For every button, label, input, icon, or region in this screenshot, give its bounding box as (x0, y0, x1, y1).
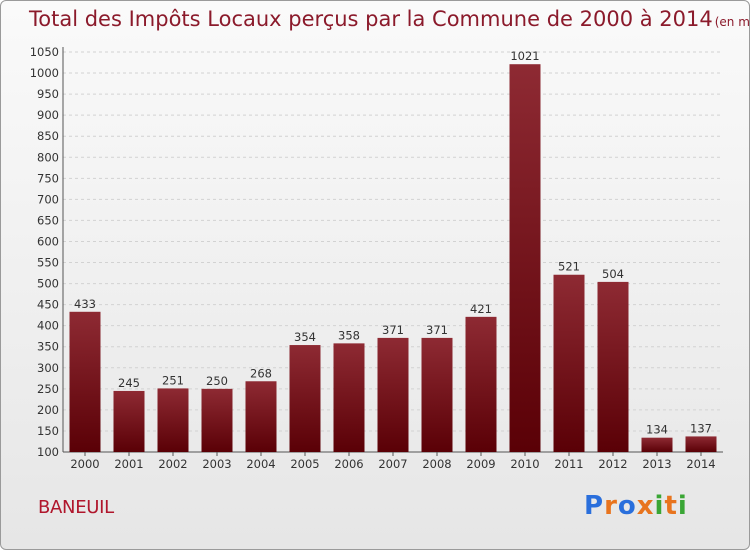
data-label: 433 (74, 297, 96, 311)
bar (69, 311, 101, 452)
y-tick-label: 150 (37, 424, 59, 438)
y-tick-label: 800 (37, 150, 59, 164)
logo-letter: r (604, 491, 618, 521)
chart-subtitle: (en milliers d'€) (714, 15, 750, 29)
y-tick-label: 950 (37, 87, 59, 101)
x-tick-label: 2003 (202, 457, 231, 471)
data-label: 354 (294, 330, 316, 344)
y-tick-label: 650 (37, 213, 59, 227)
data-label: 245 (118, 376, 140, 390)
y-tick-label: 700 (37, 192, 59, 206)
bar (509, 64, 541, 453)
y-tick-label: 1000 (30, 66, 59, 80)
y-tick-label: 550 (37, 256, 59, 270)
bar (113, 390, 145, 452)
data-label: 134 (646, 423, 668, 437)
x-tick-label: 2009 (466, 457, 495, 471)
x-tick-label: 2007 (378, 457, 407, 471)
bar (553, 274, 585, 452)
bar (157, 388, 189, 452)
data-label: 421 (470, 302, 492, 316)
logo-letter: t (664, 491, 678, 521)
bar (421, 337, 453, 452)
data-label: 251 (162, 373, 184, 387)
y-tick-label: 350 (37, 340, 59, 354)
y-tick-label: 400 (37, 319, 59, 333)
bar (333, 343, 365, 452)
y-tick-label: 100 (37, 445, 59, 459)
y-tick-label: 750 (37, 171, 59, 185)
x-tick-label: 2011 (554, 457, 583, 471)
proxiti-logo: Proxiti (584, 491, 688, 521)
y-tick-label: 900 (37, 108, 59, 122)
chart-title-block: Total des Impôts Locaux perçus par la Co… (29, 7, 750, 31)
data-label: 371 (382, 323, 404, 337)
x-tick-label: 2002 (158, 457, 187, 471)
bar (377, 337, 409, 452)
x-tick-label: 2012 (598, 457, 627, 471)
x-tick-label: 2008 (422, 457, 451, 471)
y-tick-label: 300 (37, 361, 59, 375)
data-label: 250 (206, 374, 228, 388)
data-label: 137 (690, 421, 712, 435)
bar (245, 381, 277, 452)
chart-title: Total des Impôts Locaux perçus par la Co… (29, 7, 713, 31)
bar (597, 281, 629, 452)
logo-letter: o (617, 491, 637, 521)
x-tick-label: 2013 (642, 457, 671, 471)
y-tick-label: 1050 (30, 45, 59, 59)
logo-letter: i (654, 491, 665, 521)
data-label: 371 (426, 323, 448, 337)
data-label: 504 (602, 267, 624, 281)
y-tick-label: 850 (37, 129, 59, 143)
data-label: 521 (558, 260, 580, 274)
y-tick-label: 600 (37, 234, 59, 248)
bar (685, 436, 717, 452)
y-tick-label: 250 (37, 382, 59, 396)
x-tick-label: 2005 (290, 457, 319, 471)
logo-letter: x (636, 491, 655, 521)
logo-letter: P (584, 491, 605, 521)
commune-name: BANEUIL (38, 497, 114, 518)
logo-letter: i (677, 491, 688, 521)
x-tick-label: 2006 (334, 457, 363, 471)
bar (465, 316, 497, 452)
bar (201, 388, 233, 452)
data-label: 358 (338, 328, 360, 342)
y-tick-label: 450 (37, 298, 59, 312)
x-tick-label: 2010 (510, 457, 539, 471)
bar (289, 345, 321, 452)
bar (641, 437, 673, 452)
x-tick-label: 2000 (70, 457, 99, 471)
x-tick-label: 2001 (114, 457, 143, 471)
x-tick-label: 2014 (686, 457, 715, 471)
y-tick-label: 500 (37, 277, 59, 291)
y-tick-label: 200 (37, 403, 59, 417)
data-label: 1021 (510, 49, 539, 63)
data-label: 268 (250, 366, 272, 380)
x-tick-label: 2004 (246, 457, 275, 471)
